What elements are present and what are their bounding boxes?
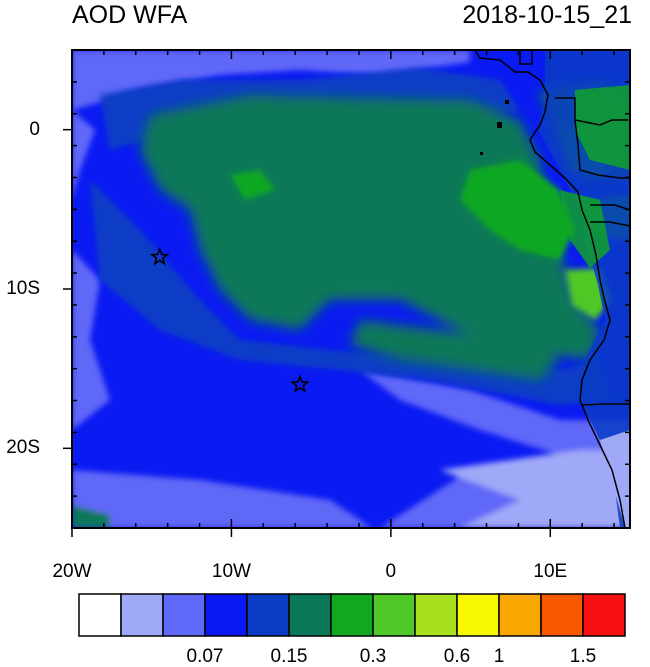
y-tick-label: 10S — [6, 278, 40, 299]
colorbar — [78, 593, 626, 637]
star-marker — [290, 374, 310, 393]
colorbar-swatch — [498, 593, 542, 637]
coastline — [474, 50, 630, 528]
x-tick-label: 10E — [533, 561, 568, 582]
star-marker — [149, 246, 170, 266]
plot-title: AOD WFA — [72, 1, 188, 29]
colorbar-swatch — [414, 593, 458, 637]
colorbar-swatch — [78, 593, 122, 637]
colorbar-swatch — [540, 593, 584, 637]
colorbar-swatch — [330, 593, 374, 637]
colorbar-label: 0.3 — [359, 646, 387, 667]
colorbar-swatch — [246, 593, 290, 637]
colorbar-swatch — [120, 593, 164, 637]
colorbar-swatch — [582, 593, 626, 637]
colorbar-swatch — [204, 593, 248, 637]
colorbar-label: 1.5 — [569, 646, 597, 667]
aod-field — [72, 50, 630, 528]
x-tick-label: 10W — [211, 561, 251, 582]
colorbar-swatch — [288, 593, 332, 637]
y-tick-label: 0 — [29, 118, 40, 140]
x-tick-label: 0 — [385, 561, 397, 582]
timestamp-label: 2018-10-15_21 — [462, 1, 632, 29]
x-tick-label: 20W — [52, 561, 92, 582]
markers — [149, 246, 310, 393]
colorbar-swatch — [456, 593, 500, 637]
map-ticks — [63, 49, 630, 537]
y-tick-label: 20S — [6, 437, 40, 459]
colorbar-label: 0.07 — [186, 646, 224, 667]
colorbar-label: 0.6 — [443, 646, 471, 667]
colorbar-swatch — [162, 593, 206, 637]
colorbar-label: 1 — [493, 646, 505, 667]
colorbar-label: 0.15 — [270, 646, 308, 667]
colorbar-swatch — [372, 593, 416, 637]
